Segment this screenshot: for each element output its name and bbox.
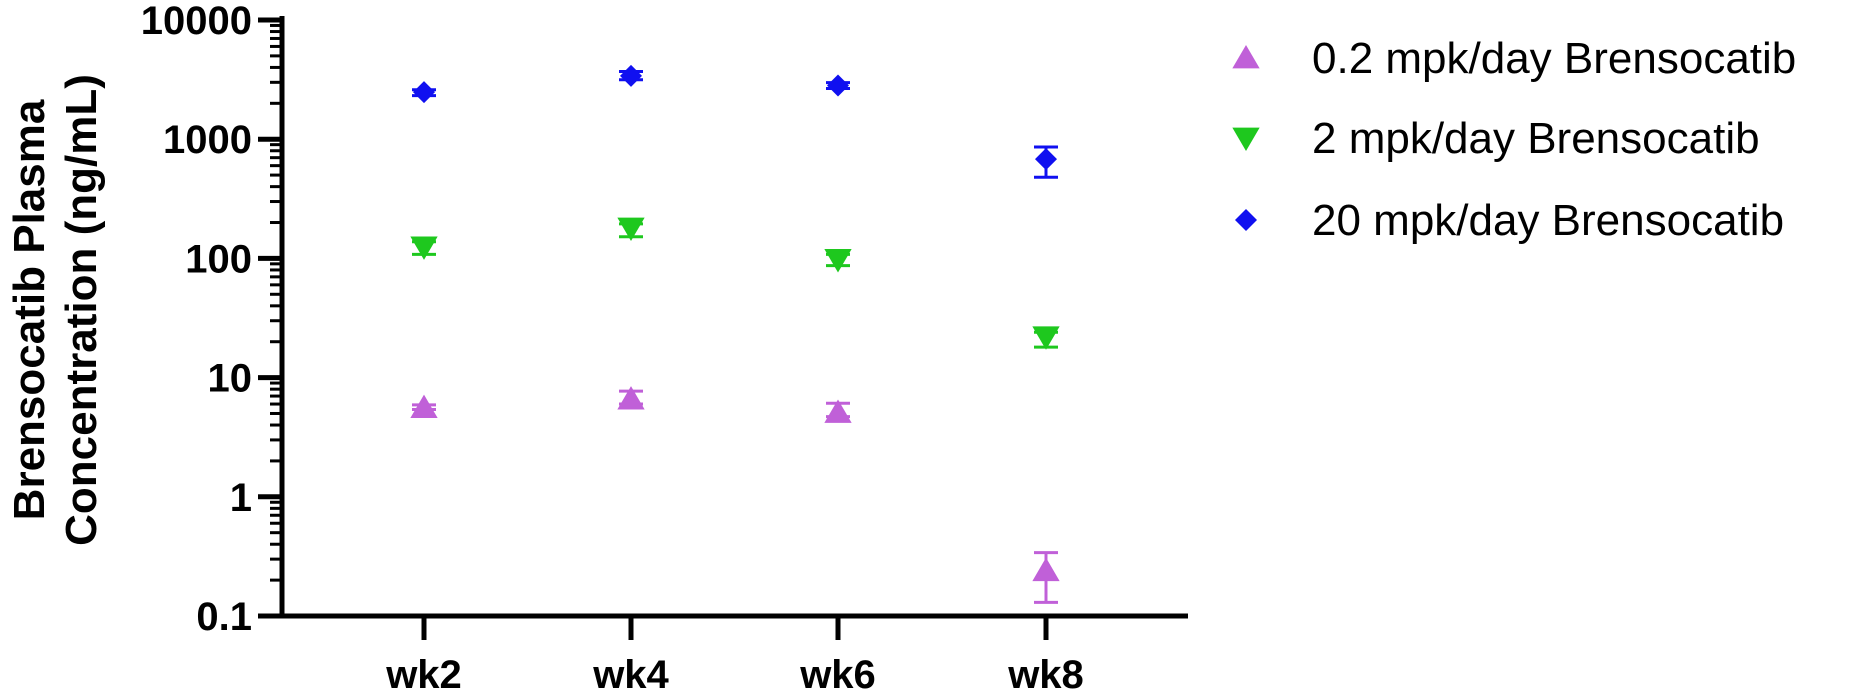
- data-point: [824, 399, 852, 423]
- legend-label: 2 mpk/day Brensocatib: [1312, 114, 1760, 163]
- y-tick-label: 10: [208, 357, 253, 401]
- data-point: [617, 217, 645, 241]
- data-point: [1032, 557, 1060, 582]
- legend-label: 20 mpk/day Brensocatib: [1312, 196, 1784, 245]
- data-point: [413, 81, 435, 104]
- legend-marker: [1232, 45, 1260, 69]
- data-point: [827, 74, 849, 97]
- data-point: [1035, 148, 1057, 171]
- legend-label: 0.2 mpk/day Brensocatib: [1312, 34, 1796, 83]
- y-tick-label: 10000: [141, 0, 252, 43]
- y-tick-label: 1: [230, 476, 252, 520]
- data-point: [410, 236, 438, 260]
- data-point: [620, 64, 642, 87]
- y-ticks: 0.1 1 10 100 1000 10000: [141, 0, 282, 639]
- data-marks: [410, 64, 1060, 604]
- legend-marker: [1235, 209, 1257, 231]
- data-point: [410, 394, 438, 419]
- data-point: [1032, 326, 1060, 350]
- x-tick-label: wk4: [592, 653, 669, 689]
- x-tick-label: wk8: [1007, 653, 1084, 689]
- x-tick-label: wk6: [799, 653, 876, 689]
- y-tick-label: 1000: [163, 118, 252, 162]
- legend: 0.2 mpk/day Brensocatib 2 mpk/day Brensoc…: [1232, 34, 1796, 245]
- axes: [279, 16, 1188, 619]
- x-tick-label: wk2: [385, 653, 462, 689]
- x-ticks: wk2 wk4 wk6 wk8: [385, 616, 1084, 689]
- y-tick-label: 100: [185, 237, 252, 281]
- data-point: [617, 386, 645, 410]
- data-point: [824, 249, 852, 273]
- y-axis-title-line-1: Brensocatib Plasma: [5, 99, 54, 520]
- y-axis-title-line-2: Concentration (ng/mL): [57, 74, 106, 546]
- legend-marker: [1232, 127, 1260, 151]
- y-axis-title: Brensocatib Plasma Concentration (ng/mL): [5, 74, 106, 546]
- y-tick-label: 0.1: [196, 595, 252, 639]
